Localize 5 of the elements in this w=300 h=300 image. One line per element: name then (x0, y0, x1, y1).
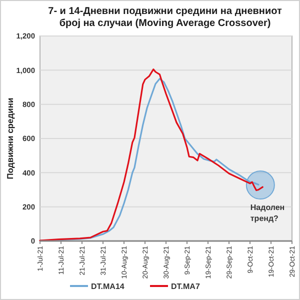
y-axis-title: Подвижни средини (4, 98, 15, 180)
legend-label: DT.MA7 (171, 282, 200, 291)
legend-label: DT.MA14 (91, 282, 125, 291)
annotation: Надолен тренд? (250, 203, 285, 224)
chart-title: 7- и 14-Дневни подвижни средини на дневниот број на случаи (Moving Average Crossover) (48, 6, 282, 29)
